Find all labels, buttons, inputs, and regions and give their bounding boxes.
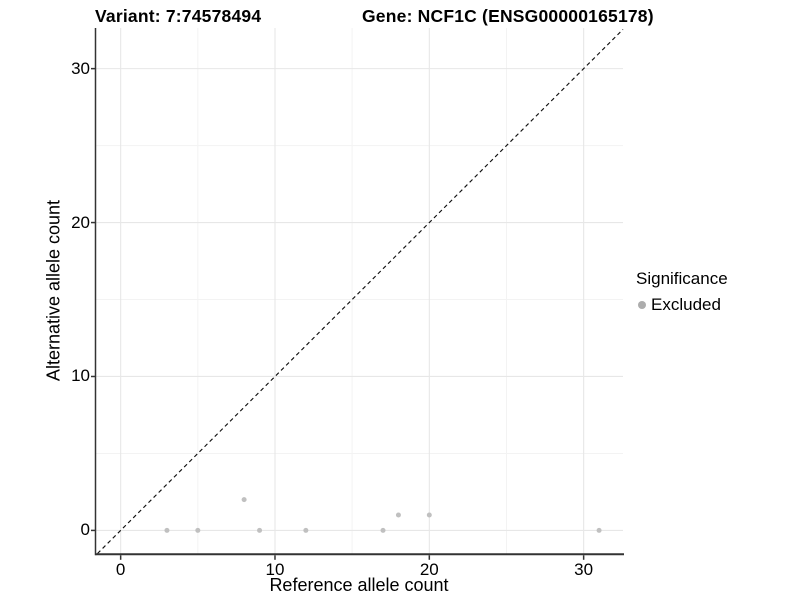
y-tick-label: 20 bbox=[71, 212, 90, 232]
legend-entry-excluded: Excluded bbox=[638, 295, 728, 315]
data-point bbox=[303, 527, 309, 533]
data-point bbox=[426, 512, 432, 518]
x-axis-title: Reference allele count bbox=[269, 575, 449, 595]
x-tick-label: 10 bbox=[265, 559, 285, 579]
legend: Significance Excluded bbox=[636, 269, 728, 315]
y-tick-label: 10 bbox=[71, 366, 90, 386]
y-axis-title: Alternative allele count bbox=[43, 199, 64, 382]
y-tick-label: 30 bbox=[71, 58, 90, 78]
data-point bbox=[241, 497, 247, 503]
legend-entry-label: Excluded bbox=[651, 295, 721, 314]
y-tick-label: 0 bbox=[80, 520, 90, 540]
data-point bbox=[195, 527, 201, 533]
data-point bbox=[395, 512, 401, 518]
excluded-point-icon bbox=[638, 301, 646, 309]
variant-title: Variant: 7:74578494 bbox=[95, 6, 262, 26]
data-point bbox=[380, 527, 386, 533]
data-point bbox=[596, 527, 602, 533]
legend-title: Significance bbox=[636, 269, 728, 288]
identity-dashed-line bbox=[97, 28, 624, 554]
x-tick-label: 0 bbox=[115, 559, 126, 579]
gene-title: Gene: NCF1C (ENSG00000165178) bbox=[362, 6, 654, 26]
data-point bbox=[257, 527, 263, 533]
data-point bbox=[164, 527, 170, 533]
x-tick-label: 20 bbox=[419, 559, 439, 579]
x-tick-label: 30 bbox=[574, 559, 594, 579]
